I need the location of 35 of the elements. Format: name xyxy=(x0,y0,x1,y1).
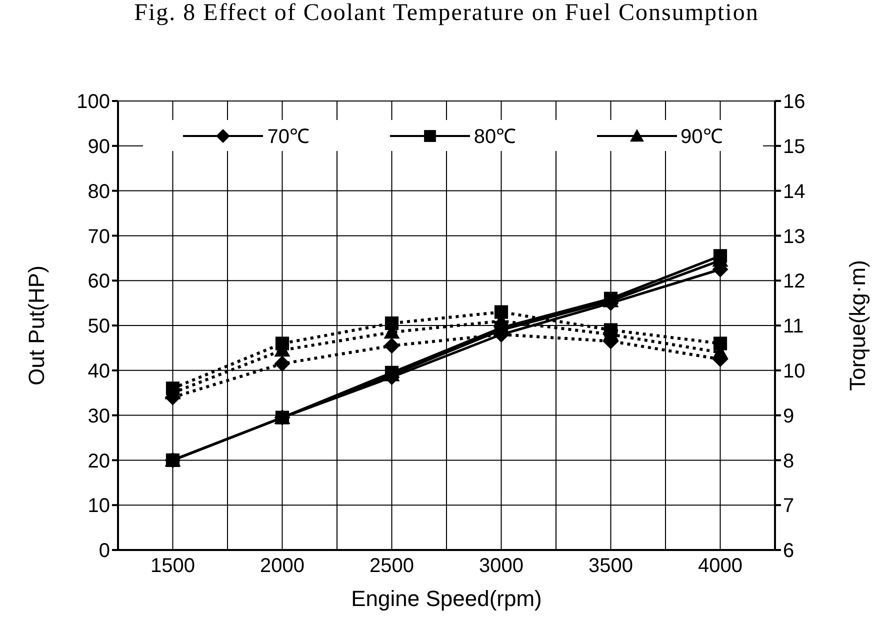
x-tick-label: 4000 xyxy=(698,555,742,578)
y2-tick-label: 13 xyxy=(783,226,806,248)
y-tick-label: 100 xyxy=(76,91,110,114)
y-tick-label: 60 xyxy=(88,270,110,293)
chart-title: Fig. 8 Effect of Coolant Temperature on Fuel Consumption xyxy=(133,0,760,26)
y-tick-label: 90 xyxy=(88,136,110,158)
y2-tick-label: 8 xyxy=(783,450,794,472)
x-tick-label: 3500 xyxy=(588,555,633,578)
y-tick-label: 80 xyxy=(88,180,110,203)
x-tick-label: 2500 xyxy=(370,555,414,578)
x-tick-label: 2000 xyxy=(260,555,304,578)
x-axis-title: Engine Speed(rpm) xyxy=(351,586,542,611)
legend-label: 90℃ xyxy=(680,125,723,149)
y-tick-label: 10 xyxy=(88,495,110,518)
y2-tick-label: 12 xyxy=(783,270,806,293)
y2-tick-label: 14 xyxy=(783,180,806,203)
y-tick-label: 50 xyxy=(88,316,110,338)
y2-tick-label: 6 xyxy=(783,540,794,562)
y-axis-title: Out Put(HP) xyxy=(24,266,49,386)
legend-label: 80℃ xyxy=(474,125,516,149)
y-tick-label: 20 xyxy=(88,450,110,472)
y-tick-label: 30 xyxy=(88,405,110,428)
y-tick-label: 0 xyxy=(98,540,110,562)
legend-label: 70℃ xyxy=(267,125,310,149)
y2-tick-label: 15 xyxy=(783,136,806,158)
y2-tick-label: 11 xyxy=(783,316,804,338)
y2-axis-title: Torque(kg·m) xyxy=(844,260,870,391)
y-tick-label: 40 xyxy=(88,360,110,382)
y-tick-label: 70 xyxy=(88,226,110,248)
y2-tick-label: 9 xyxy=(783,405,794,428)
x-tick-label: 3000 xyxy=(479,555,524,578)
y2-tick-label: 16 xyxy=(783,91,806,114)
y2-tick-label: 10 xyxy=(783,360,806,382)
y2-tick-label: 7 xyxy=(783,495,794,518)
x-tick-label: 1500 xyxy=(150,555,195,578)
